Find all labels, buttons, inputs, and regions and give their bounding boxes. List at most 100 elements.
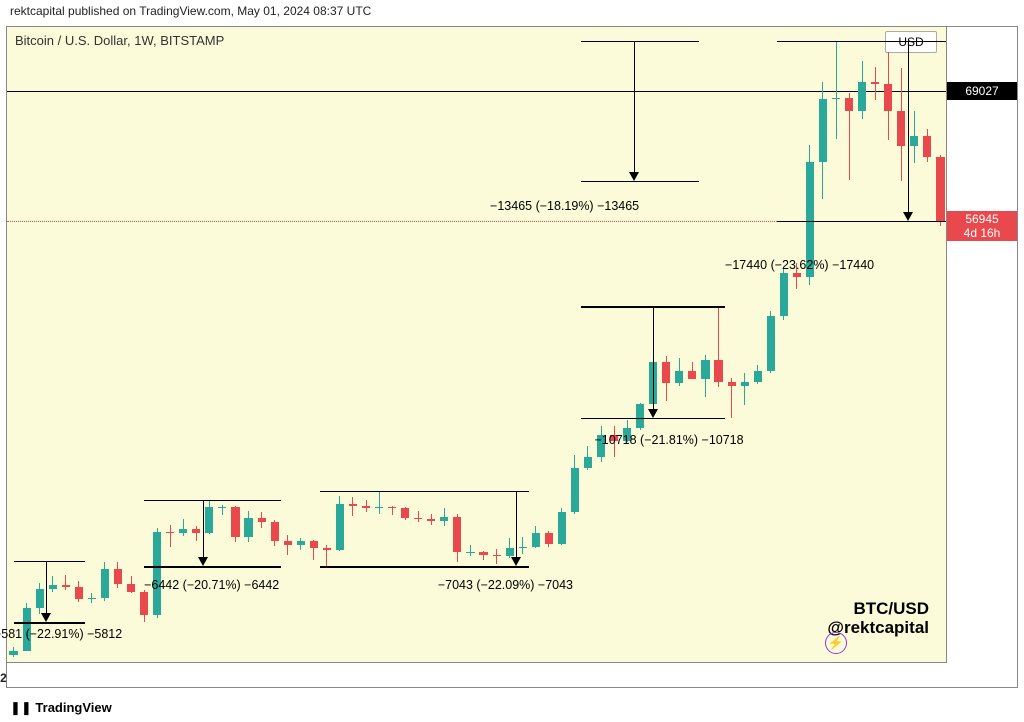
candle-body[interactable] <box>688 371 696 380</box>
flash-icon[interactable]: ⚡ <box>825 632 847 654</box>
candle-body[interactable] <box>192 529 200 533</box>
candle-body[interactable] <box>819 99 827 162</box>
last-price-badge: 569454d 16h <box>947 211 1017 241</box>
candle-body[interactable] <box>754 371 762 382</box>
candle-body[interactable] <box>401 508 409 518</box>
candle-body[interactable] <box>636 404 644 428</box>
candle-body[interactable] <box>179 529 187 533</box>
candle-body[interactable] <box>349 504 357 506</box>
candle-body[interactable] <box>271 522 279 540</box>
arrow-down-icon <box>511 557 521 566</box>
candle-body[interactable] <box>127 584 135 593</box>
tradingview-logo: ❚❚ TradingView <box>10 694 112 722</box>
candle-body[interactable] <box>388 507 396 508</box>
candle-body[interactable] <box>310 541 318 549</box>
candle-body[interactable] <box>897 111 905 146</box>
candle-body[interactable] <box>258 518 266 522</box>
candle-body[interactable] <box>297 541 305 545</box>
candle-body[interactable] <box>362 506 370 508</box>
candle-body[interactable] <box>910 136 918 147</box>
candle-body[interactable] <box>75 587 83 599</box>
candle-body[interactable] <box>571 468 579 512</box>
candle-wick <box>496 549 497 564</box>
candle-body[interactable] <box>532 533 540 547</box>
measure-line <box>581 41 699 42</box>
candle-body[interactable] <box>166 532 174 533</box>
measure-label: −17440 (−23.62%) −17440 <box>725 258 874 272</box>
candle-body[interactable] <box>558 512 566 544</box>
candle-body[interactable] <box>545 533 553 544</box>
arrow-down-icon <box>41 613 51 622</box>
arrow-down-icon <box>648 409 658 418</box>
candle-body[interactable] <box>584 457 592 468</box>
candle-body[interactable] <box>519 547 527 548</box>
arrow-down-icon <box>629 172 639 181</box>
candle-body[interactable] <box>231 507 239 537</box>
measure-arrow-shaft <box>653 306 654 409</box>
candle-body[interactable] <box>741 382 749 386</box>
candle-wick <box>418 511 419 523</box>
measure-arrow-shaft <box>203 500 204 558</box>
measure-line <box>320 491 529 492</box>
candle-body[interactable] <box>440 517 448 521</box>
symbol-title: Bitcoin / U.S. Dollar, 1W, BITSTAMP <box>15 33 224 48</box>
measure-line <box>144 566 281 567</box>
candle-body[interactable] <box>780 273 788 316</box>
measure-label: −7043 (−22.09%) −7043 <box>438 578 573 592</box>
candle-body[interactable] <box>701 360 709 379</box>
candle-body[interactable] <box>36 589 44 608</box>
candle-body[interactable] <box>88 598 96 599</box>
measure-label: −13465 (−18.19%) −13465 <box>490 199 639 213</box>
plot-area[interactable]: Bitcoin / U.S. Dollar, 1W, BITSTAMP USD … <box>7 27 947 663</box>
measure-label: −581 (−22.91%) −5812 <box>0 627 122 641</box>
candle-body[interactable] <box>284 541 292 545</box>
candle-body[interactable] <box>9 651 17 654</box>
arrow-down-icon <box>198 557 208 566</box>
measure-line <box>581 181 699 182</box>
candle-body[interactable] <box>662 362 670 382</box>
candle-body[interactable] <box>205 507 213 533</box>
candle-body[interactable] <box>714 360 722 381</box>
candle-body[interactable] <box>767 316 775 371</box>
price-axis[interactable]: 69027 569454d 16h <box>946 27 1017 663</box>
time-axis[interactable] <box>7 662 947 687</box>
candle-body[interactable] <box>453 517 461 552</box>
candle-body[interactable] <box>466 552 474 553</box>
horizontal-line <box>7 91 947 92</box>
candle-body[interactable] <box>101 569 109 598</box>
candle-body[interactable] <box>506 548 514 556</box>
candle-body[interactable] <box>923 136 931 157</box>
candle-body[interactable] <box>323 548 331 550</box>
candle-body[interactable] <box>936 157 944 221</box>
measure-arrow-shaft <box>908 41 909 212</box>
candle-body[interactable] <box>49 585 57 589</box>
candle-body[interactable] <box>858 82 866 111</box>
candle-body[interactable] <box>62 585 70 587</box>
candle-body[interactable] <box>728 382 736 386</box>
candle-body[interactable] <box>427 519 435 521</box>
measure-line <box>777 221 947 222</box>
candle-wick <box>744 373 745 405</box>
price-line-label: 69027 <box>947 82 1017 100</box>
candle-body[interactable] <box>140 592 148 615</box>
measure-line <box>144 500 281 501</box>
candle-wick <box>470 545 471 556</box>
candle-body[interactable] <box>832 98 840 99</box>
candle-body[interactable] <box>336 504 344 550</box>
candle-body[interactable] <box>375 507 383 508</box>
candle-body[interactable] <box>493 555 501 556</box>
candle-body[interactable] <box>845 98 853 111</box>
candle-body[interactable] <box>218 507 226 508</box>
candle-body[interactable] <box>414 518 422 519</box>
candle-body[interactable] <box>244 518 252 537</box>
candle-body[interactable] <box>479 552 487 554</box>
candle-body[interactable] <box>871 82 879 84</box>
measure-line <box>14 561 86 562</box>
chart-container: Bitcoin / U.S. Dollar, 1W, BITSTAMP USD … <box>6 26 1018 688</box>
candle-body[interactable] <box>884 84 892 111</box>
candle-body[interactable] <box>675 371 683 383</box>
candle-body[interactable] <box>793 273 801 277</box>
candle-body[interactable] <box>153 532 161 615</box>
candle-body[interactable] <box>114 569 122 584</box>
measure-label: −6442 (−20.71%) −6442 <box>144 578 279 592</box>
